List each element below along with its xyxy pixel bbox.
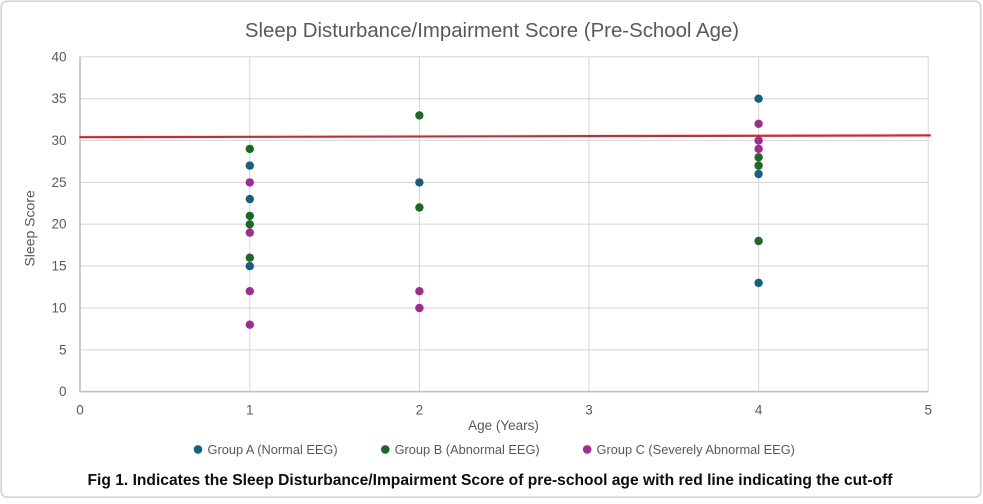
svg-text:30: 30 [51,133,66,148]
svg-text:Group A (Normal EEG): Group A (Normal EEG) [208,442,338,457]
svg-text:15: 15 [51,259,66,274]
svg-text:20: 20 [51,217,66,232]
svg-text:2: 2 [416,403,424,418]
svg-text:Age (Years): Age (Years) [468,418,539,433]
svg-text:1: 1 [246,403,254,418]
svg-text:Sleep Disturbance/Impairment S: Sleep Disturbance/Impairment Score (Pre-… [245,20,739,42]
svg-text:0: 0 [76,403,84,418]
svg-text:Group B (Abnormal EEG): Group B (Abnormal EEG) [395,442,540,457]
svg-text:10: 10 [51,300,66,315]
svg-text:Fig 1. Indicates the Sleep Dis: Fig 1. Indicates the Sleep Disturbance/I… [88,472,894,489]
svg-text:5: 5 [924,403,932,418]
svg-text:0: 0 [59,384,67,399]
svg-text:25: 25 [51,175,66,190]
svg-text:35: 35 [51,91,66,106]
svg-text:5: 5 [59,342,67,357]
svg-text:40: 40 [51,49,66,64]
svg-text:Sleep Score: Sleep Score [22,190,38,266]
svg-text:3: 3 [585,403,593,418]
svg-text:Group C (Severely Abnormal EEG: Group C (Severely Abnormal EEG) [597,442,795,457]
svg-text:4: 4 [755,403,763,418]
